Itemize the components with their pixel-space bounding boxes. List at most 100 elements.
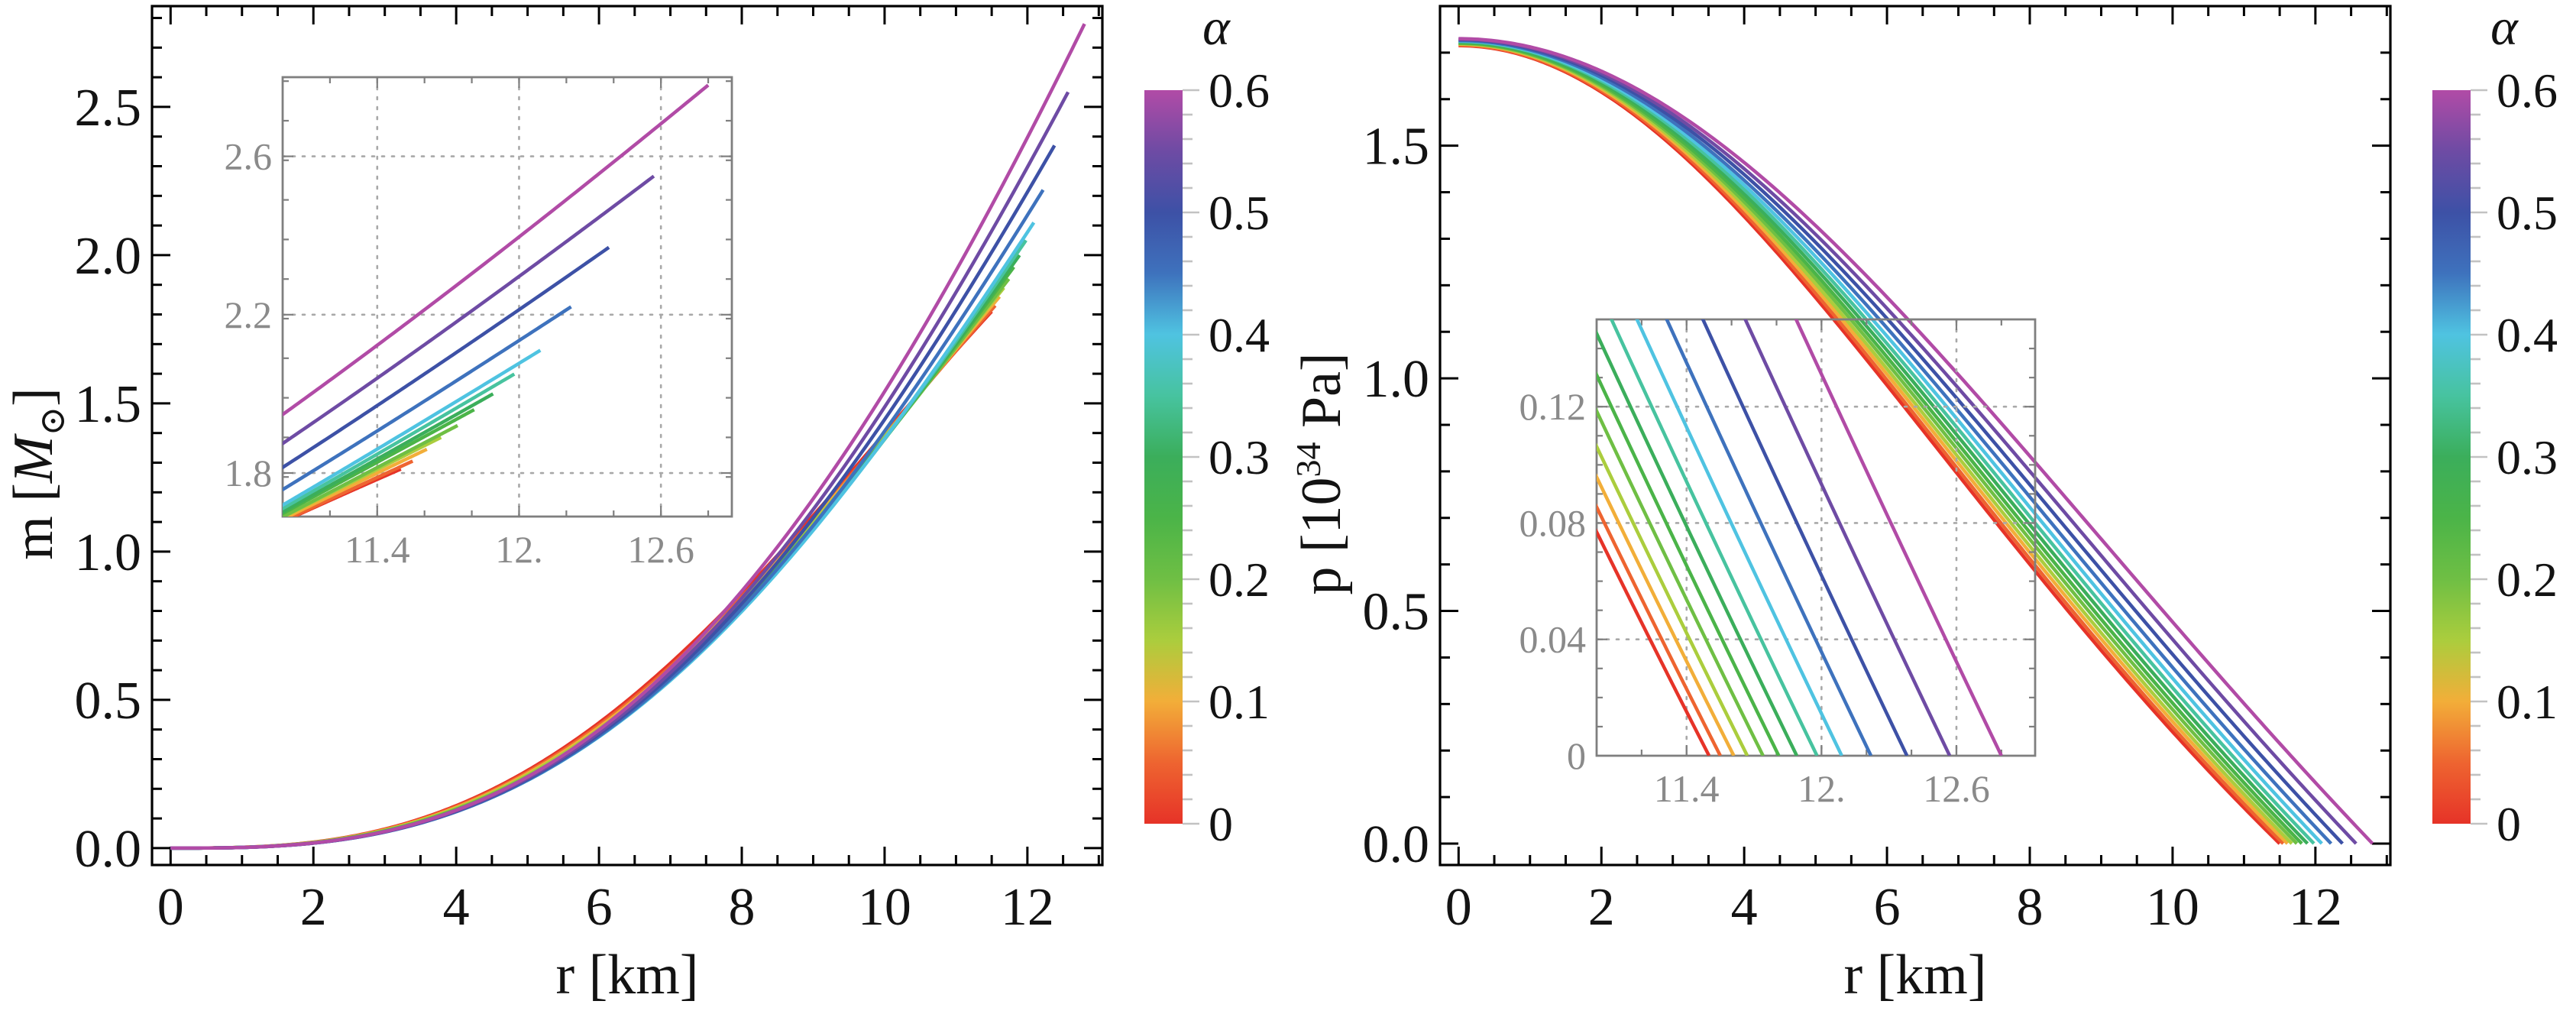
x-tick-label: 0 bbox=[1445, 878, 1472, 937]
colorbar-tick-label: 0.6 bbox=[1209, 63, 1270, 118]
colorbar-tick-label: 0.4 bbox=[1209, 308, 1270, 362]
plot-frame bbox=[1438, 5, 2392, 867]
axis-ticks bbox=[152, 6, 1102, 865]
y-tick-label: 0.5 bbox=[1363, 583, 1430, 642]
curve-alpha-0.10 bbox=[170, 295, 1002, 850]
y-tick-label: 0.0 bbox=[1363, 815, 1430, 874]
x-tick-label: 0 bbox=[157, 878, 184, 937]
inset-curve-alpha-0.10 bbox=[284, 447, 428, 517]
inset-x-tick-label: 12.6 bbox=[1923, 767, 1990, 810]
inset-curve-alpha-0.25 bbox=[283, 408, 475, 516]
curve-alpha-0.45 bbox=[170, 189, 1045, 850]
inset-curve-alpha-0.45 bbox=[1665, 319, 1873, 756]
x-tick-label: 10 bbox=[2146, 878, 2199, 937]
y-tick-label: 1.0 bbox=[1363, 350, 1430, 409]
x-tick-label: 4 bbox=[443, 878, 470, 937]
curve-alpha-0.00 bbox=[170, 310, 993, 850]
inset-curve-alpha-0.35 bbox=[1609, 319, 1819, 756]
inset-x-tick-label: 11.4 bbox=[345, 528, 410, 571]
inset-curve-alpha-0.30 bbox=[283, 392, 494, 514]
x-tick-label: 8 bbox=[2017, 878, 2044, 937]
colorbar-title-alpha: α bbox=[2490, 0, 2519, 56]
curve-alpha-0.35 bbox=[170, 239, 1027, 850]
plot-frame bbox=[150, 5, 1104, 867]
colorbar-tick-label: 0 bbox=[1209, 797, 1233, 851]
inset-y-tick-label: 0.08 bbox=[1519, 501, 1587, 544]
y-tick-label: 2.5 bbox=[75, 79, 142, 138]
inset-curve-alpha-0.20 bbox=[1597, 407, 1765, 756]
inset-frame bbox=[281, 76, 733, 518]
curves bbox=[1458, 37, 2374, 845]
y-tick-label: 1.5 bbox=[1363, 118, 1430, 177]
inset-x-tick-label: 12.6 bbox=[627, 528, 694, 571]
pressure-profile-svg: 0 2 4 6 8 10 12 0.0 0.5 1.0 1.5 r [km] p [1034 Pa] 11… bbox=[1289, 0, 2558, 1006]
y-axis-label: m [M⊙] bbox=[2, 387, 72, 560]
colorbar-tick-label: 0 bbox=[2497, 797, 2521, 851]
x-axis-label: r [km] bbox=[1844, 944, 1987, 1006]
mass-profile-chart-panel: 0 2 4 6 8 10 12 0.0 0.5 1.0 1.5 2.0 2.5 r [km] m [M⊙] 1… bbox=[2, 0, 1270, 1006]
colorbar-gradient bbox=[1144, 90, 1183, 824]
x-tick-label: 12 bbox=[1001, 878, 1054, 937]
curve-alpha-0.15 bbox=[170, 287, 1005, 850]
inset-y-tick-label: 2.6 bbox=[225, 135, 273, 178]
inset-curve-alpha-0.55 bbox=[283, 174, 655, 446]
inset-curve-alpha-0.50 bbox=[1701, 319, 1909, 756]
colorbar-labels: 0.6 0.5 0.4 0.3 0.2 0.1 0 bbox=[2497, 63, 2558, 851]
colorbar-tick-label: 0.1 bbox=[1209, 675, 1270, 729]
inset-y-tick-label: 1.8 bbox=[225, 452, 273, 494]
colorbar-labels: 0.6 0.5 0.4 0.3 0.2 0.1 0 bbox=[1209, 63, 1270, 851]
colorbar-ticks bbox=[1183, 89, 1199, 825]
curve-alpha-0.60 bbox=[170, 23, 1086, 850]
x-tick-label: 8 bbox=[729, 878, 756, 937]
tick-labels: 0 2 4 6 8 10 12 0.0 0.5 1.0 1.5 bbox=[1363, 118, 2342, 937]
x-tick-label: 2 bbox=[1588, 878, 1615, 937]
inset-curve-alpha-0.05 bbox=[1597, 503, 1722, 756]
colorbar-tick-label: 0.4 bbox=[2497, 308, 2558, 362]
pressure-profile-chart-panel: 0 2 4 6 8 10 12 0.0 0.5 1.0 1.5 r [km] p [1034 Pa] 11… bbox=[1288, 0, 2576, 1014]
inset-curve-alpha-0.15 bbox=[1597, 442, 1749, 756]
curve-alpha-0.55 bbox=[170, 91, 1070, 850]
colorbar-tick-label: 0.1 bbox=[2497, 675, 2558, 729]
curve-alpha-0.60 bbox=[1458, 37, 2374, 845]
colorbar-tick-label: 0.3 bbox=[1209, 430, 1270, 484]
inset-x-tick-label: 12. bbox=[495, 528, 543, 571]
inset-curve-alpha-0.00 bbox=[1597, 528, 1711, 756]
colorbar-tick-label: 0.2 bbox=[1209, 552, 1270, 607]
y-tick-label: 1.0 bbox=[75, 523, 142, 582]
inset-curve-alpha-0.60 bbox=[1794, 319, 2003, 756]
colorbar-gradient bbox=[2432, 90, 2471, 824]
inset-y-tick-label: 0 bbox=[1567, 734, 1586, 777]
x-tick-label: 2 bbox=[300, 878, 327, 937]
inset-curve-alpha-0.35 bbox=[283, 372, 516, 511]
inset-curves bbox=[1597, 319, 2003, 756]
mass-profile-svg: 0 2 4 6 8 10 12 0.0 0.5 1.0 1.5 2.0 2.5 r [km] m [M⊙] 1… bbox=[2, 0, 1270, 1006]
inset-curve-alpha-0.55 bbox=[1743, 319, 1952, 756]
inset-tick-labels: 11.4 12. 12.6 0 0.04 0.08 0.12 bbox=[1519, 385, 1990, 810]
colorbar-tick-label: 0.5 bbox=[2497, 186, 2558, 240]
x-tick-label: 12 bbox=[2289, 878, 2342, 937]
colorbar-tick-label: 0.3 bbox=[2497, 430, 2558, 484]
y-axis-label: p [1034 Pa] bbox=[1289, 352, 1353, 594]
x-axis-label: r [km] bbox=[556, 944, 699, 1006]
curves bbox=[170, 23, 1086, 850]
inset-curves bbox=[283, 83, 710, 517]
curve-alpha-0.05 bbox=[1458, 43, 2285, 845]
x-tick-label: 6 bbox=[1874, 878, 1901, 937]
inset-y-tick-label: 0.04 bbox=[1519, 618, 1587, 661]
curve-alpha-0.00 bbox=[1458, 44, 2281, 845]
inset-ticks bbox=[283, 77, 732, 517]
inset-y-tick-label: 2.2 bbox=[225, 293, 273, 336]
inset-curve-alpha-0.25 bbox=[1597, 371, 1781, 756]
colorbar: 0.6 0.5 0.4 0.3 0.2 0.1 0 α bbox=[2432, 0, 2558, 851]
inset-curve-alpha-0.05 bbox=[289, 459, 414, 517]
axis-ticks bbox=[1440, 6, 2390, 865]
inset-curve-alpha-0.30 bbox=[1597, 329, 1799, 756]
x-tick-label: 10 bbox=[858, 878, 911, 937]
curve-alpha-0.40 bbox=[170, 221, 1036, 850]
y-tick-label: 0.5 bbox=[75, 672, 142, 731]
x-tick-label: 4 bbox=[1731, 878, 1758, 937]
y-tick-label: 1.5 bbox=[75, 375, 142, 434]
x-tick-label: 6 bbox=[586, 878, 613, 937]
colorbar-tick-label: 0.6 bbox=[2497, 63, 2558, 118]
colorbar-title-alpha: α bbox=[1202, 0, 1231, 56]
